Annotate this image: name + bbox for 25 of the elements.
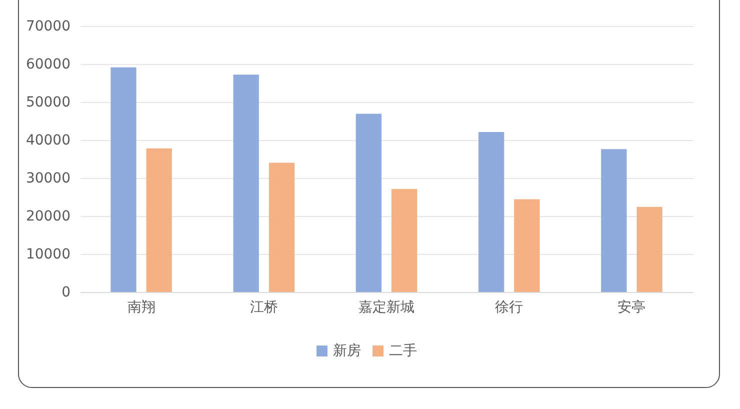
x-tick-label: 徐行 (495, 300, 524, 316)
bar (514, 199, 540, 292)
y-tick-label: 20000 (26, 208, 70, 224)
y-tick-label: 10000 (26, 246, 70, 262)
bar (391, 189, 418, 292)
bar (268, 162, 295, 292)
bar (636, 206, 662, 292)
y-tick-label: 40000 (26, 132, 70, 148)
x-tick-label: 南翔 (127, 300, 156, 316)
bar (356, 114, 382, 292)
legend-label: 二手 (389, 343, 417, 359)
legend-label: 新房 (333, 343, 361, 359)
y-tick-label: 30000 (26, 170, 70, 186)
bar (478, 132, 504, 292)
y-tick-label: 0 (62, 284, 70, 300)
y-tick-label: 70000 (26, 18, 70, 34)
bar (146, 148, 172, 292)
y-tick-label: 60000 (26, 56, 70, 72)
x-tick-label: 安亭 (618, 300, 646, 316)
bar (233, 74, 259, 292)
bar (110, 67, 136, 292)
x-tick-label: 江桥 (250, 300, 278, 316)
x-tick-label: 嘉定新城 (358, 300, 414, 316)
y-tick-label: 50000 (26, 94, 70, 110)
bar (601, 149, 627, 292)
